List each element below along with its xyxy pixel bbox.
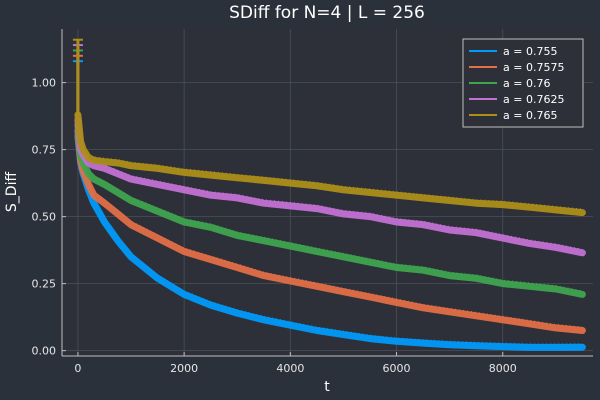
y-axis-label: S_Diff [4, 172, 20, 213]
series-layer [72, 38, 586, 351]
chart-title: SDiff for N=4 | L = 256 [229, 3, 425, 23]
series-noise [76, 117, 583, 251]
series-line [74, 127, 586, 334]
x-tick-label: 4000 [276, 362, 304, 375]
x-tick-label: 2000 [170, 362, 198, 375]
legend-label: a = 0.7575 [503, 61, 564, 74]
x-axis-label: t [324, 379, 330, 395]
y-tick-label: 1.00 [32, 77, 57, 90]
y-tick-label: 0.50 [32, 211, 57, 224]
legend-label: a = 0.765 [503, 109, 557, 122]
y-tick-label: 0.25 [32, 278, 57, 291]
axes: 0 2000 4000 6000 8000 0.00 0.25 0.50 0.75 1.00 [32, 29, 593, 375]
x-tick-label: 0 [74, 362, 81, 375]
series-line [74, 132, 586, 351]
legend: a = 0.755 a = 0.7575 a = 0.76 a = 0.7625 a =… [462, 38, 584, 128]
series-line [74, 116, 586, 257]
x-tick-label: 8000 [489, 362, 517, 375]
legend-label: a = 0.7625 [503, 93, 564, 106]
legend-label: a = 0.755 [503, 45, 557, 58]
series-line [74, 111, 586, 217]
legend-label: a = 0.76 [503, 77, 550, 90]
y-tick-label: 0.75 [32, 144, 57, 157]
y-tick-label: 0.00 [32, 345, 57, 358]
series-line [74, 122, 586, 298]
x-tick-label: 6000 [383, 362, 411, 375]
